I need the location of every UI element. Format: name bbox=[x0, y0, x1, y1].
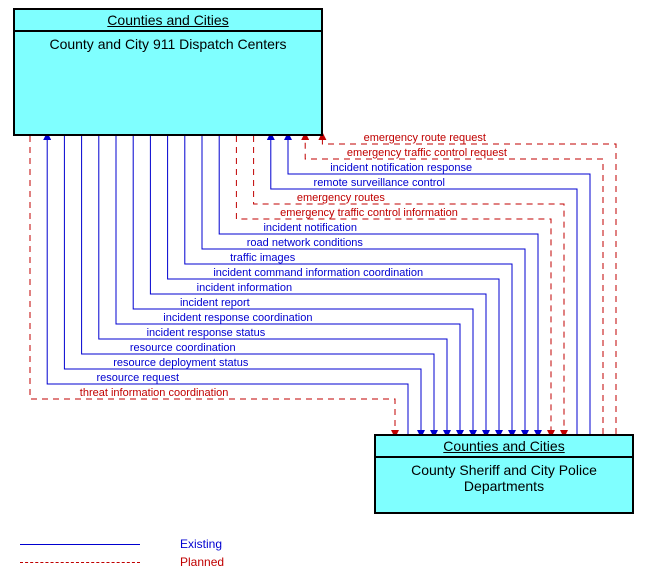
legend: Existing Planned bbox=[20, 535, 224, 571]
box-police-departments: Counties and Cities County Sheriff and C… bbox=[374, 434, 634, 514]
flow-label: incident notification bbox=[263, 222, 357, 234]
flow-label: threat information coordination bbox=[80, 387, 229, 399]
box-top-title: County and City 911 Dispatch Centers bbox=[15, 32, 321, 56]
box-dispatch-centers: Counties and Cities County and City 911 … bbox=[13, 8, 323, 136]
flow-label: emergency traffic control information bbox=[280, 207, 458, 219]
flow-label: incident response status bbox=[147, 327, 266, 339]
flow-label: emergency traffic control request bbox=[347, 147, 507, 159]
legend-planned: Planned bbox=[20, 553, 224, 571]
box-top-header: Counties and Cities bbox=[15, 10, 321, 32]
legend-line-existing bbox=[20, 544, 140, 545]
flow-label: emergency routes bbox=[297, 192, 385, 204]
diagram-canvas: { "colors": { "existing": "#0000d0", "pl… bbox=[0, 0, 645, 586]
flow-label: resource coordination bbox=[130, 342, 236, 354]
flow-label: incident command information coordinatio… bbox=[213, 267, 423, 279]
flow-label: incident report bbox=[180, 297, 250, 309]
legend-line-planned bbox=[20, 562, 140, 563]
flow-label: road network conditions bbox=[247, 237, 363, 249]
box-bottom-header: Counties and Cities bbox=[376, 436, 632, 458]
legend-existing: Existing bbox=[20, 535, 224, 553]
flow-label: resource deployment status bbox=[113, 357, 248, 369]
flow-label: traffic images bbox=[230, 252, 295, 264]
flow-label: incident notification response bbox=[330, 162, 472, 174]
flow-label: remote surveillance control bbox=[314, 177, 445, 189]
flow-label: incident response coordination bbox=[163, 312, 312, 324]
flow-label: resource request bbox=[96, 372, 179, 384]
flow-label: incident information bbox=[197, 282, 292, 294]
flow-label: emergency route request bbox=[364, 132, 486, 144]
legend-label-existing: Existing bbox=[180, 537, 222, 551]
legend-label-planned: Planned bbox=[180, 555, 224, 569]
box-bottom-title: County Sheriff and City Police Departmen… bbox=[376, 458, 632, 498]
